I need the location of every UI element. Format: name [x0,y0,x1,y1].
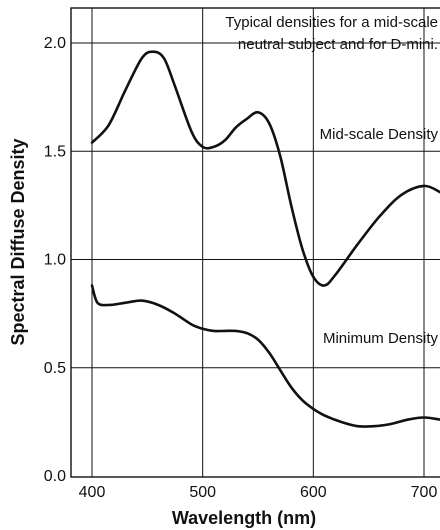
plot-frame [70,7,440,478]
x-tick-label-700: 700 [411,484,438,501]
y-tick-label-1.5: 1.5 [44,143,66,160]
series-line-mid-scale-density [90,50,440,287]
y-tick-label-1.0: 1.0 [44,252,66,269]
y-tick-label-2.0: 2.0 [44,35,66,52]
title-line-1: Typical densities for a mid-scale [225,14,438,31]
x-tick-label-400: 400 [79,484,106,501]
title-line-2: neutral subject and for D-mini. [238,36,438,53]
y-tick-label-0.5: 0.5 [44,360,66,377]
chart-title: Typical densities for a mid-scale neutra… [225,14,438,53]
series-line-minimum-density [90,284,440,428]
tick-labels: 400 500 600 700 0.0 0.5 1.0 1.5 2.0 [44,35,438,501]
x-axis-title: Wavelength (nm) [172,508,316,528]
x-tick-label-500: 500 [189,484,216,501]
annotation-mid-scale: Mid-scale Density [320,126,439,143]
curves [90,50,440,428]
y-axis-title: Spectral Diffuse Density [8,138,28,345]
annotation-minimum: Minimum Density [323,330,439,347]
x-tick-label-600: 600 [300,484,327,501]
gridlines [71,8,440,477]
y-tick-label-0.0: 0.0 [44,468,66,485]
